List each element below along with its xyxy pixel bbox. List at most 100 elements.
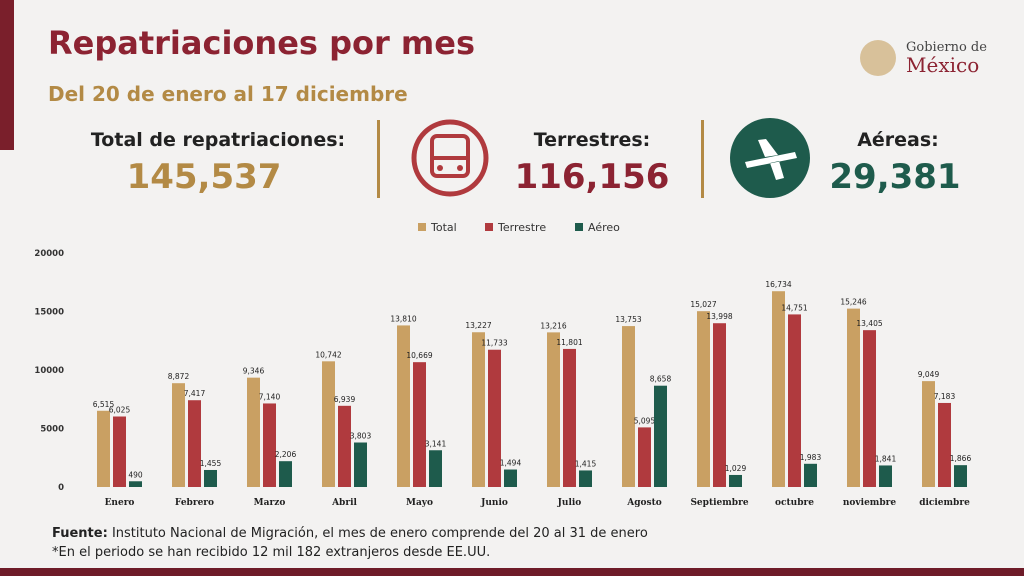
legend-label: Aéreo xyxy=(588,221,620,234)
bar xyxy=(563,348,576,487)
value-label: 7,183 xyxy=(934,392,956,401)
footer-source: Fuente: Instituto Nacional de Migración,… xyxy=(52,526,648,541)
bar xyxy=(413,362,426,487)
bottom-strip xyxy=(0,568,1024,576)
value-label: 3,141 xyxy=(425,439,447,448)
value-label: 3,803 xyxy=(350,432,372,441)
bar xyxy=(788,314,801,487)
subtitle: Del 20 de enero al 17 diciembre xyxy=(48,82,408,106)
bar xyxy=(247,377,260,487)
logo-emblem xyxy=(860,40,896,76)
value-label: 13,405 xyxy=(856,319,882,328)
bar xyxy=(847,308,860,487)
bar xyxy=(654,385,667,487)
bar xyxy=(879,465,892,487)
bar xyxy=(354,442,367,487)
y-tick-label: 10000 xyxy=(34,366,64,376)
value-label: 13,753 xyxy=(615,315,641,324)
x-tick-label: noviembre xyxy=(843,498,896,508)
value-label: 13,998 xyxy=(706,312,732,321)
bar xyxy=(488,349,501,487)
y-tick-label: 5000 xyxy=(40,425,64,435)
stat-value: 116,156 xyxy=(515,157,670,197)
value-label: 2,206 xyxy=(275,450,297,459)
x-tick-label: Febrero xyxy=(175,498,214,508)
bar xyxy=(622,326,635,487)
bar xyxy=(804,463,817,487)
value-label: 1,455 xyxy=(200,459,222,468)
bar xyxy=(938,402,951,487)
value-label: 1,841 xyxy=(875,454,897,463)
stat-label: Total de repatriaciones: xyxy=(91,129,345,151)
value-label: 6,939 xyxy=(334,395,356,404)
y-tick-label: 15000 xyxy=(34,308,64,318)
x-tick-label: Marzo xyxy=(254,498,286,508)
x-tick-label: Agosto xyxy=(626,498,662,508)
bar xyxy=(638,427,651,487)
value-label: 15,246 xyxy=(840,298,866,307)
value-label: 11,733 xyxy=(481,339,507,348)
legend-label: Total xyxy=(430,221,457,234)
bar xyxy=(263,403,276,487)
bar xyxy=(713,323,726,487)
x-tick-label: Enero xyxy=(105,498,135,508)
value-label: 10,669 xyxy=(406,351,432,360)
bar xyxy=(729,474,742,487)
value-label: 1,494 xyxy=(500,459,522,468)
source-label: Fuente: xyxy=(52,526,108,541)
stat-value: 29,381 xyxy=(829,157,960,197)
bar xyxy=(397,325,410,487)
divider xyxy=(377,120,380,198)
bar xyxy=(863,330,876,487)
value-label: 490 xyxy=(128,470,143,479)
value-label: 1,415 xyxy=(575,459,597,468)
value-label: 8,872 xyxy=(168,372,190,381)
bar xyxy=(429,450,442,487)
footer-note: *En el periodo se han recibido 12 mil 18… xyxy=(52,545,490,560)
bar xyxy=(922,381,935,487)
stat-value: 145,537 xyxy=(127,157,282,197)
stat-label: Aéreas: xyxy=(857,129,939,151)
bus-icon xyxy=(411,119,489,197)
value-label: 6,025 xyxy=(109,406,131,415)
source-text: Instituto Nacional de Migración, el mes … xyxy=(112,526,648,541)
value-label: 1,983 xyxy=(800,453,822,462)
legend-swatch xyxy=(418,223,426,231)
left-strip xyxy=(0,0,14,150)
bar xyxy=(113,416,126,487)
stat-label: Terrestres: xyxy=(534,129,651,151)
value-label: 15,027 xyxy=(690,300,716,309)
x-tick-label: Julio xyxy=(557,498,582,508)
value-label: 8,658 xyxy=(650,375,672,384)
bar xyxy=(579,470,592,487)
value-label: 13,216 xyxy=(540,321,566,330)
x-tick-label: diciembre xyxy=(919,498,970,508)
x-tick-label: octubre xyxy=(775,498,814,508)
value-label: 14,751 xyxy=(781,303,807,312)
value-label: 9,346 xyxy=(243,367,265,376)
value-label: 6,515 xyxy=(93,400,115,409)
bar xyxy=(954,465,967,487)
value-label: 7,140 xyxy=(259,392,281,401)
y-tick-label: 20000 xyxy=(34,249,64,259)
x-tick-label: Junio xyxy=(480,498,508,508)
bar xyxy=(188,400,201,487)
bar xyxy=(504,469,517,487)
bar xyxy=(772,291,785,487)
value-label: 7,417 xyxy=(184,389,206,398)
plane-icon xyxy=(730,118,810,198)
value-label: 13,810 xyxy=(390,314,416,323)
bar xyxy=(547,332,560,487)
value-label: 10,742 xyxy=(315,350,341,359)
bar xyxy=(97,410,110,487)
value-label: 1,029 xyxy=(725,464,747,473)
y-tick-label: 0 xyxy=(58,483,64,493)
bar xyxy=(472,332,485,487)
x-tick-label: Septiembre xyxy=(690,498,748,508)
x-tick-label: Abril xyxy=(331,498,357,508)
bar xyxy=(338,405,351,487)
legend-swatch xyxy=(485,223,493,231)
bar xyxy=(204,469,217,487)
value-label: 16,734 xyxy=(765,280,791,289)
